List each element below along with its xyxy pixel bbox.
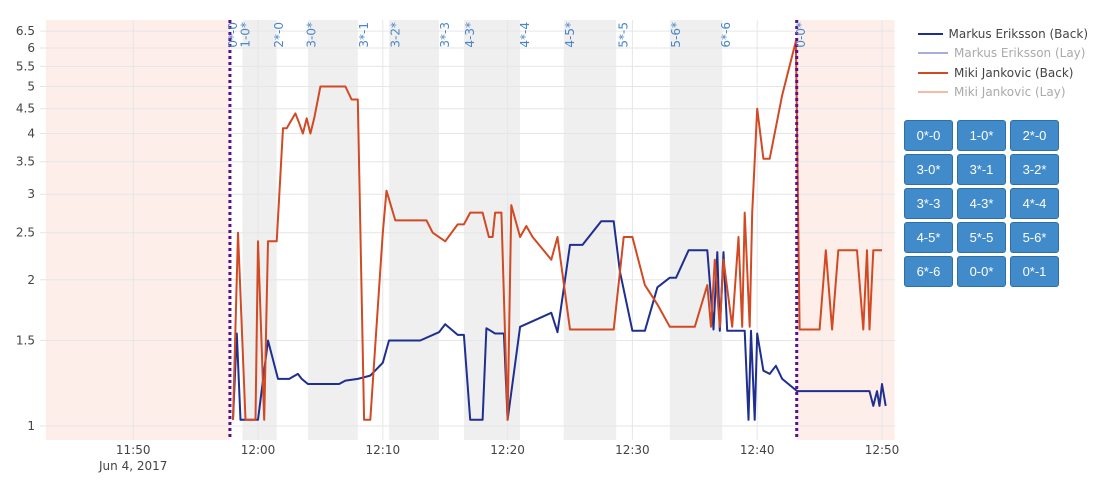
score-annotation: 3-0*: [305, 22, 319, 48]
y-tick-label: 4: [27, 127, 35, 141]
x-tick-label: 12:40: [740, 443, 775, 457]
score-button[interactable]: 2*-0: [1010, 120, 1059, 151]
y-tick-label: 3.5: [16, 155, 35, 169]
score-annotation: 3*-3: [438, 22, 452, 48]
score-annotation: 1-0*: [239, 22, 253, 48]
legend-item[interactable]: Miki Jankovic (Back): [918, 63, 1088, 83]
score-button[interactable]: 3*-1: [957, 154, 1006, 185]
x-tick-label: 12:30: [615, 443, 650, 457]
score-annotation: 5-6*: [669, 22, 683, 48]
legend-item[interactable]: Markus Eriksson (Back): [918, 24, 1088, 44]
series-line-2: [232, 40, 882, 421]
legend-label: Miki Jankovic (Lay): [954, 85, 1066, 100]
legend-swatch: [918, 91, 948, 94]
series-line-0: [232, 220, 887, 421]
y-tick-label: 2: [27, 273, 35, 287]
legend-swatch: [918, 52, 948, 55]
y-tick-label: 2.5: [16, 226, 35, 240]
preplay-region: [45, 20, 230, 440]
legend-swatch: [918, 32, 943, 35]
x-tick-label: 12:20: [490, 443, 525, 457]
preplay-region: [796, 20, 895, 440]
score-button[interactable]: 0*-0: [904, 120, 953, 151]
score-button[interactable]: 3-0*: [904, 154, 953, 185]
legend-swatch: [918, 71, 948, 74]
set-shaded-region: [563, 20, 617, 440]
score-annotation: 3-2*: [388, 22, 402, 48]
y-tick-label: 5: [27, 79, 35, 93]
chart-legend: Markus Eriksson (Back) Markus Eriksson (L…: [918, 24, 1088, 102]
score-annotation: 2*-0: [272, 22, 286, 48]
legend-item[interactable]: Markus Eriksson (Lay): [918, 44, 1088, 64]
score-button[interactable]: 1-0*: [957, 120, 1006, 151]
score-button[interactable]: 0*-1: [1010, 256, 1059, 287]
score-button[interactable]: 4*-4: [1010, 188, 1059, 219]
score-annotation: 3*-1: [357, 22, 371, 48]
y-tick-label: 5.5: [16, 59, 35, 73]
price-chart: 0*-01-0* 2*-0 3-0* 3*-1 3-2* 3*-3 4-3* 4*-4 4-5*…: [16, 20, 900, 473]
score-annotation: 0*-0: [226, 22, 240, 48]
y-tick-label: 6.5: [16, 24, 35, 38]
legend-label: Miki Jankovic (Back): [954, 65, 1074, 80]
y-tick-label: 1: [27, 419, 35, 433]
score-annotation: 6*-6: [719, 22, 733, 48]
set-shaded-region: [669, 20, 723, 440]
x-tick-sublabel: Jun 4, 2017: [98, 459, 167, 473]
score-annotation: 4*-4: [518, 22, 532, 48]
score-button[interactable]: 6*-6: [904, 256, 953, 287]
score-annotation: 4-3*: [463, 22, 477, 48]
x-tick-label: 12:00: [241, 443, 276, 457]
y-tick-label: 3: [27, 187, 35, 201]
y-tick-label: 1.5: [16, 333, 35, 347]
score-annotation: 4-5*: [563, 22, 577, 48]
score-button[interactable]: 0-0*: [957, 256, 1006, 287]
score-button[interactable]: 4-5*: [904, 222, 953, 253]
legend-item[interactable]: Miki Jankovic (Lay): [918, 83, 1088, 103]
y-tick-label: 4.5: [16, 102, 35, 116]
score-button-grid: 0*-0 1-0* 2*-0 3-0* 3*-1 3-2* 3*-3 4-3* 4*-4 4-5*…: [904, 120, 1064, 287]
x-tick-label: 12:10: [366, 443, 401, 457]
legend-label: Markus Eriksson (Lay): [954, 46, 1086, 61]
score-button[interactable]: 4-3*: [957, 188, 1006, 219]
x-tick-label: 11:50: [116, 443, 151, 457]
score-button[interactable]: 5*-5: [957, 222, 1006, 253]
score-annotation: 5*-5: [617, 22, 631, 48]
y-tick-label: 6: [27, 41, 35, 55]
x-tick-label: 12:50: [865, 443, 900, 457]
legend-label: Markus Eriksson (Back): [948, 26, 1088, 41]
score-button[interactable]: 5-6*: [1010, 222, 1059, 253]
set-shaded-region: [242, 20, 277, 440]
set-shaded-region: [307, 20, 358, 440]
score-button[interactable]: 3*-3: [904, 188, 953, 219]
score-annotation: 0-0*: [794, 22, 808, 48]
score-button[interactable]: 3-2*: [1010, 154, 1059, 185]
